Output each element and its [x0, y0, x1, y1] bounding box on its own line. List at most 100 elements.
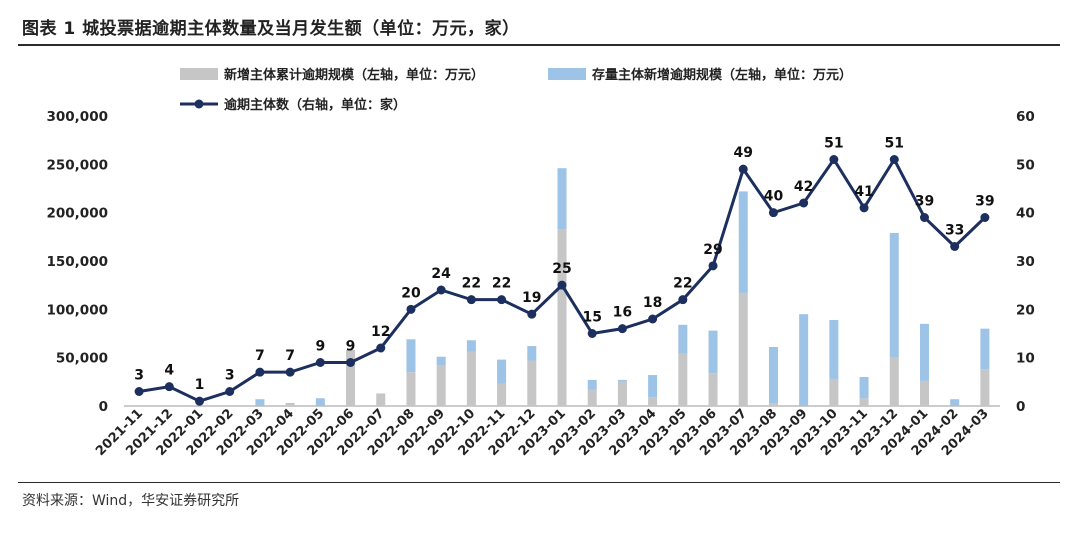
line-point	[799, 198, 809, 208]
y-left-tick-label: 50,000	[56, 351, 108, 367]
line-point	[950, 242, 960, 251]
bar-new-entity	[708, 373, 718, 406]
data-label: 41	[854, 184, 873, 200]
line-point	[648, 314, 658, 324]
data-label: 9	[315, 339, 325, 355]
bar-new-entity	[648, 397, 658, 406]
line-point	[919, 213, 929, 222]
data-label: 4	[164, 363, 174, 379]
bar-existing-entity	[648, 375, 658, 398]
data-label: 3	[225, 368, 235, 384]
data-label: 22	[492, 276, 511, 292]
data-label: 39	[915, 194, 934, 210]
bar-existing-entity	[315, 398, 325, 406]
figure-title: 图表 1 城投票据逾期主体数量及当月发生额（单位：万元，家）	[22, 19, 520, 39]
bar-new-entity	[738, 292, 748, 406]
data-label: 51	[824, 136, 843, 152]
bar-existing-entity	[466, 340, 476, 352]
line-point	[134, 387, 144, 396]
bar-new-entity	[557, 229, 567, 406]
line-point	[436, 285, 446, 295]
line-point	[738, 164, 748, 174]
bar-existing-entity	[980, 328, 990, 370]
legend-swatch-existing-entity	[548, 68, 586, 80]
bar-existing-entity	[708, 330, 718, 374]
bar-existing-entity	[738, 191, 748, 293]
data-label: 49	[733, 145, 752, 161]
bar-new-entity	[527, 360, 537, 406]
x-axis-labels: 2021-112021-122022-012022-022022-032022-…	[93, 406, 992, 459]
legend-swatch-new-entity	[180, 68, 218, 80]
y-right-tick-label: 50	[1016, 157, 1035, 173]
bar-existing-entity	[919, 323, 929, 381]
data-label: 3	[134, 368, 144, 384]
line-point	[587, 329, 597, 338]
bar-new-entity	[678, 353, 688, 406]
data-label: 24	[431, 266, 451, 282]
bar-existing-entity	[799, 314, 809, 406]
line-point	[225, 387, 235, 396]
data-label: 1	[195, 377, 205, 393]
line-point	[315, 358, 325, 367]
data-label: 9	[346, 339, 356, 355]
y-right-tick-label: 60	[1016, 109, 1035, 125]
bar-new-entity	[889, 357, 899, 406]
line-point	[466, 295, 476, 305]
legend: 新增主体累计逾期规模（左轴，单位：万元） 存量主体新增逾期规模（左轴，单位：万元）…	[180, 67, 852, 113]
bar-existing-entity	[768, 347, 778, 404]
data-label: 12	[371, 324, 390, 340]
data-label: 42	[794, 179, 813, 195]
source-note: 资料来源：Wind，华安证券研究所	[22, 493, 240, 509]
data-label: 20	[401, 285, 421, 301]
y-left-tick-label: 150,000	[47, 254, 109, 270]
y-left-tick-label: 300,000	[47, 109, 109, 125]
data-label: 33	[945, 223, 964, 239]
bar-new-entity	[768, 403, 778, 406]
data-label: 40	[764, 189, 784, 205]
bar-existing-entity	[617, 379, 627, 382]
bar-new-entity	[406, 372, 416, 406]
bar-existing-entity	[678, 324, 688, 354]
bar-existing-entity	[587, 379, 597, 390]
data-label: 15	[582, 310, 601, 326]
data-label: 18	[643, 295, 662, 311]
legend-label-new-entity: 新增主体累计逾期规模（左轴，单位：万元）	[224, 67, 484, 83]
line-point	[346, 358, 356, 367]
legend-label-line: 逾期主体数（右轴，单位：家）	[224, 97, 406, 113]
y-right-tick-label: 10	[1016, 351, 1035, 367]
bar-existing-entity	[285, 403, 295, 405]
data-label: 19	[522, 290, 541, 306]
data-label: 7	[285, 348, 295, 364]
data-label: 51	[885, 136, 904, 152]
y-left-tick-label: 250,000	[47, 157, 109, 173]
bar-existing-entity	[829, 319, 839, 379]
data-label: 16	[613, 305, 632, 321]
legend-swatch-marker	[194, 99, 204, 109]
line-point	[527, 309, 537, 319]
line-point	[768, 208, 778, 218]
line-point	[195, 396, 205, 406]
line-point	[497, 295, 507, 305]
bar-existing-entity	[527, 346, 537, 361]
y-right-tick-label: 20	[1016, 302, 1035, 318]
bar-new-entity	[346, 349, 356, 406]
data-label: 22	[462, 276, 481, 292]
y-left-tick-label: 200,000	[47, 206, 109, 222]
bar-new-entity	[376, 393, 386, 406]
line-point	[406, 304, 416, 314]
bar-new-entity	[919, 380, 929, 406]
data-label: 22	[673, 276, 692, 292]
line-point	[678, 295, 688, 305]
line-point	[376, 343, 386, 353]
title-rule	[18, 44, 1060, 46]
line-point	[164, 382, 174, 392]
line-point	[980, 213, 990, 222]
bar-new-entity	[980, 369, 990, 406]
y-right-tick-label: 30	[1016, 254, 1035, 270]
data-label: 39	[975, 194, 994, 210]
data-label: 7	[255, 348, 265, 364]
bar-existing-entity	[436, 356, 446, 366]
bar-existing-entity	[255, 399, 265, 406]
y-right-tick-label: 0	[1016, 399, 1025, 415]
